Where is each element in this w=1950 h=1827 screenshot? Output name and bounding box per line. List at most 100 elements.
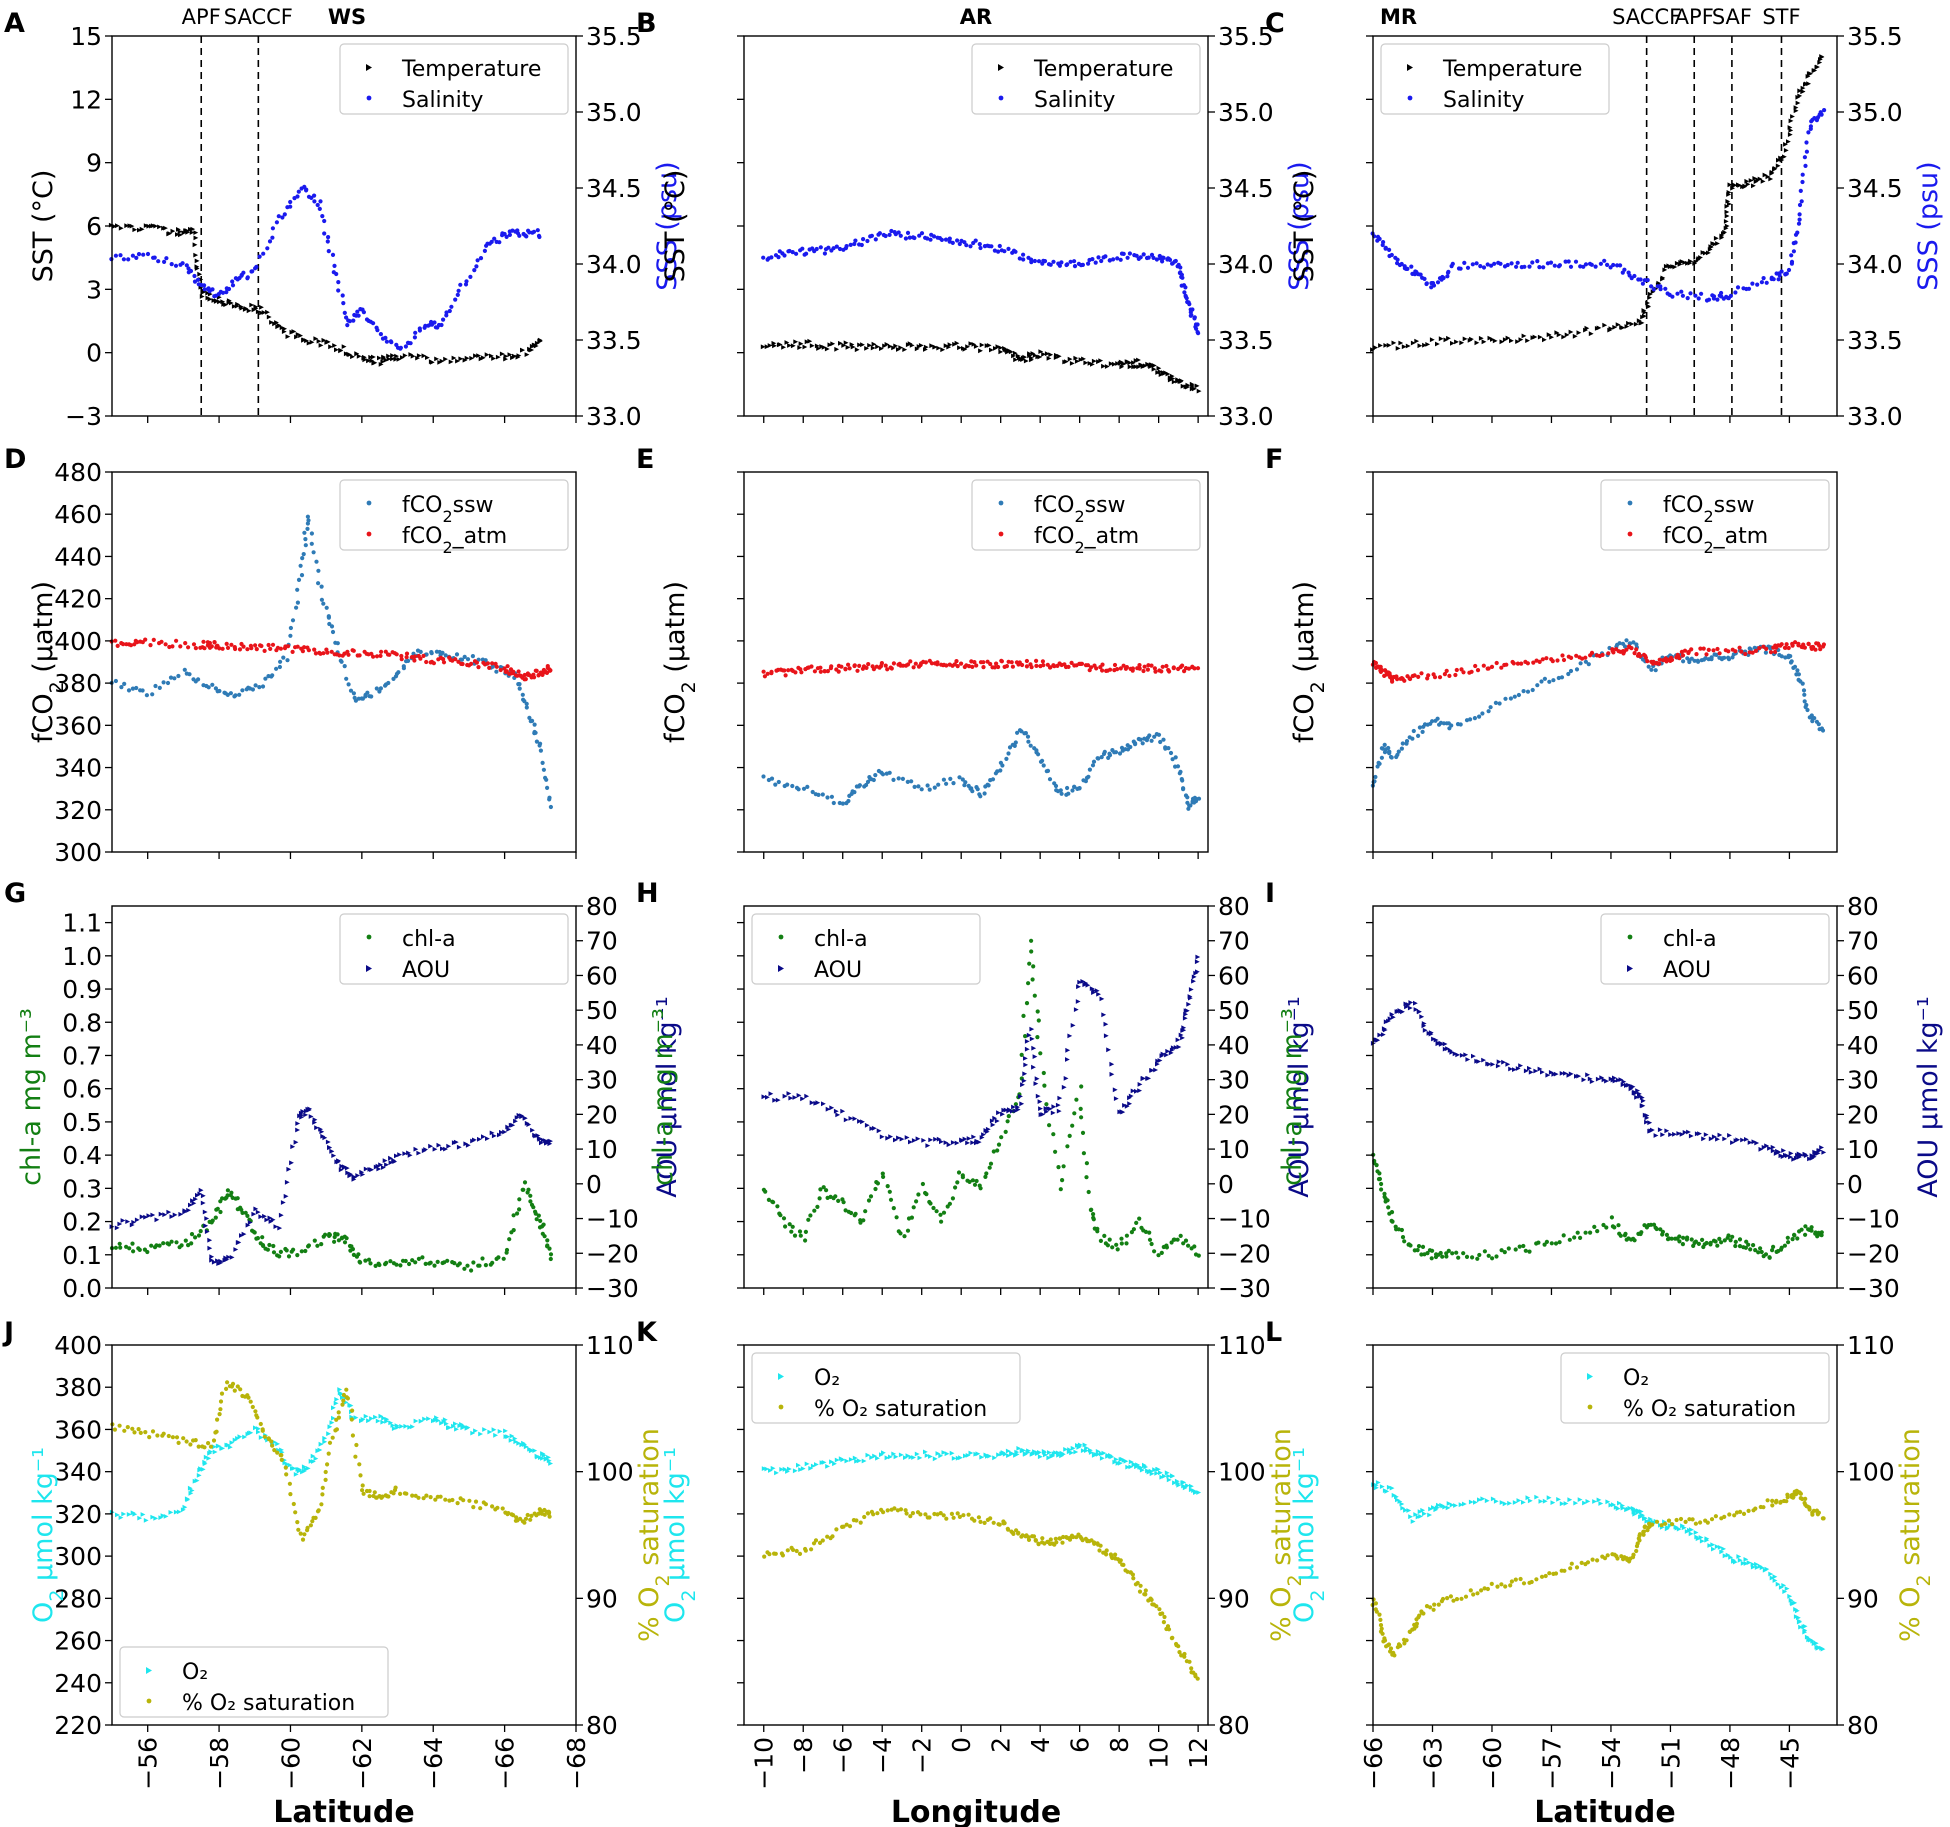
- marker-dot: [342, 310, 347, 315]
- marker-dot: [1140, 741, 1145, 746]
- marker-triangle: [1717, 1132, 1723, 1138]
- marker-dot: [957, 1514, 963, 1519]
- marker-dot: [172, 676, 177, 681]
- marker-dot: [464, 279, 469, 284]
- left-tick-label: 280: [54, 1584, 102, 1613]
- right-tick-label: 90: [586, 1584, 618, 1613]
- marker-triangle: [1166, 1477, 1172, 1483]
- marker-dot: [1112, 662, 1118, 668]
- marker-triangle: [506, 1127, 512, 1132]
- marker-triangle: [1124, 1103, 1130, 1109]
- marker-triangle: [1660, 1132, 1666, 1138]
- marker-triangle: [767, 343, 773, 348]
- marker-dot: [1192, 795, 1197, 800]
- marker-dot: [517, 686, 522, 691]
- marker-dot: [1187, 302, 1192, 307]
- marker-triangle: [1553, 1071, 1559, 1077]
- marker-triangle: [1642, 313, 1647, 319]
- marker-triangle: [1043, 1452, 1048, 1458]
- right-tick-label: 40: [1218, 1031, 1250, 1060]
- marker-dot: [1386, 745, 1391, 751]
- marker-triangle: [345, 1170, 351, 1176]
- marker-triangle: [499, 1129, 504, 1135]
- marker-dot: [288, 199, 293, 205]
- marker-dot: [1181, 1241, 1186, 1246]
- marker-triangle: [1679, 1132, 1685, 1137]
- marker-triangle: [1808, 71, 1813, 77]
- marker-triangle: [1077, 1442, 1083, 1448]
- marker-triangle: [1156, 365, 1162, 371]
- marker-triangle: [1029, 1036, 1035, 1042]
- marker-dot: [1578, 264, 1583, 269]
- marker-dot: [351, 691, 356, 696]
- marker-dot: [1819, 726, 1824, 731]
- marker-dot: [342, 1240, 348, 1245]
- marker-dot: [1067, 1133, 1072, 1138]
- legend-label: Salinity: [1034, 88, 1115, 113]
- marker-triangle: [1082, 1442, 1088, 1448]
- marker-dot: [149, 1243, 154, 1248]
- marker-dot: [1090, 257, 1095, 262]
- marker-dot: [1750, 650, 1755, 655]
- marker-triangle: [1767, 1145, 1772, 1151]
- marker-triangle: [1732, 182, 1738, 188]
- marker-dot: [1149, 663, 1154, 668]
- marker-dot: [1070, 788, 1075, 793]
- marker-dot: [418, 649, 423, 655]
- marker-dot: [504, 234, 509, 239]
- marker-dot: [891, 1206, 896, 1211]
- marker-dot: [1680, 293, 1685, 298]
- marker-dot: [295, 600, 300, 605]
- marker-dot: [412, 335, 417, 340]
- marker-triangle: [1546, 332, 1552, 338]
- marker-triangle: [992, 1455, 997, 1461]
- marker-triangle: [1605, 1499, 1611, 1505]
- marker-dot: [1488, 705, 1493, 710]
- marker-dot: [1563, 259, 1568, 264]
- marker-dot: [299, 1249, 304, 1254]
- marker-dot: [905, 779, 910, 785]
- marker-dot: [1389, 1210, 1395, 1215]
- marker-dot: [322, 218, 327, 224]
- marker-dot: [803, 1238, 808, 1243]
- marker-dot: [1604, 1225, 1609, 1230]
- marker-dot: [1131, 1576, 1136, 1581]
- marker-triangle: [1149, 1068, 1155, 1073]
- marker-dot: [348, 688, 354, 693]
- marker-triangle: [1164, 1470, 1170, 1476]
- plot-frame: [111, 905, 577, 1289]
- marker-triangle: [1598, 1501, 1604, 1506]
- marker-triangle: [1166, 1473, 1172, 1479]
- marker-dot: [225, 1188, 230, 1193]
- marker-dot: [873, 237, 878, 242]
- marker-dot: [820, 1538, 825, 1543]
- marker-dot: [1651, 287, 1656, 292]
- panel-title: WS: [328, 5, 366, 29]
- marker-dot: [903, 236, 909, 241]
- marker-triangle: [1737, 1557, 1743, 1563]
- marker-dot: [321, 651, 326, 656]
- marker-dot: [527, 715, 532, 721]
- marker-triangle: [1742, 183, 1748, 189]
- marker-triangle: [834, 346, 840, 352]
- marker-dot: [1700, 1237, 1705, 1242]
- marker-triangle: [1146, 1076, 1151, 1081]
- marker-dot: [1751, 1243, 1756, 1248]
- series-o2: [761, 1442, 1202, 1495]
- marker-triangle: [386, 356, 392, 362]
- marker-triangle: [1608, 1502, 1614, 1508]
- marker-dot: [1523, 1248, 1528, 1253]
- marker-triangle: [1398, 340, 1404, 346]
- legend-marker: [366, 500, 372, 506]
- marker-dot: [996, 249, 1001, 254]
- marker-dot: [862, 1514, 867, 1520]
- marker-dot: [1006, 246, 1011, 251]
- marker-triangle: [768, 1091, 774, 1097]
- right-tick-label: 70: [1847, 927, 1879, 956]
- marker-triangle: [1181, 1025, 1187, 1031]
- marker-dot: [467, 1498, 472, 1503]
- marker-dot: [1743, 651, 1748, 657]
- marker-triangle: [1642, 310, 1648, 315]
- marker-dot: [896, 776, 901, 781]
